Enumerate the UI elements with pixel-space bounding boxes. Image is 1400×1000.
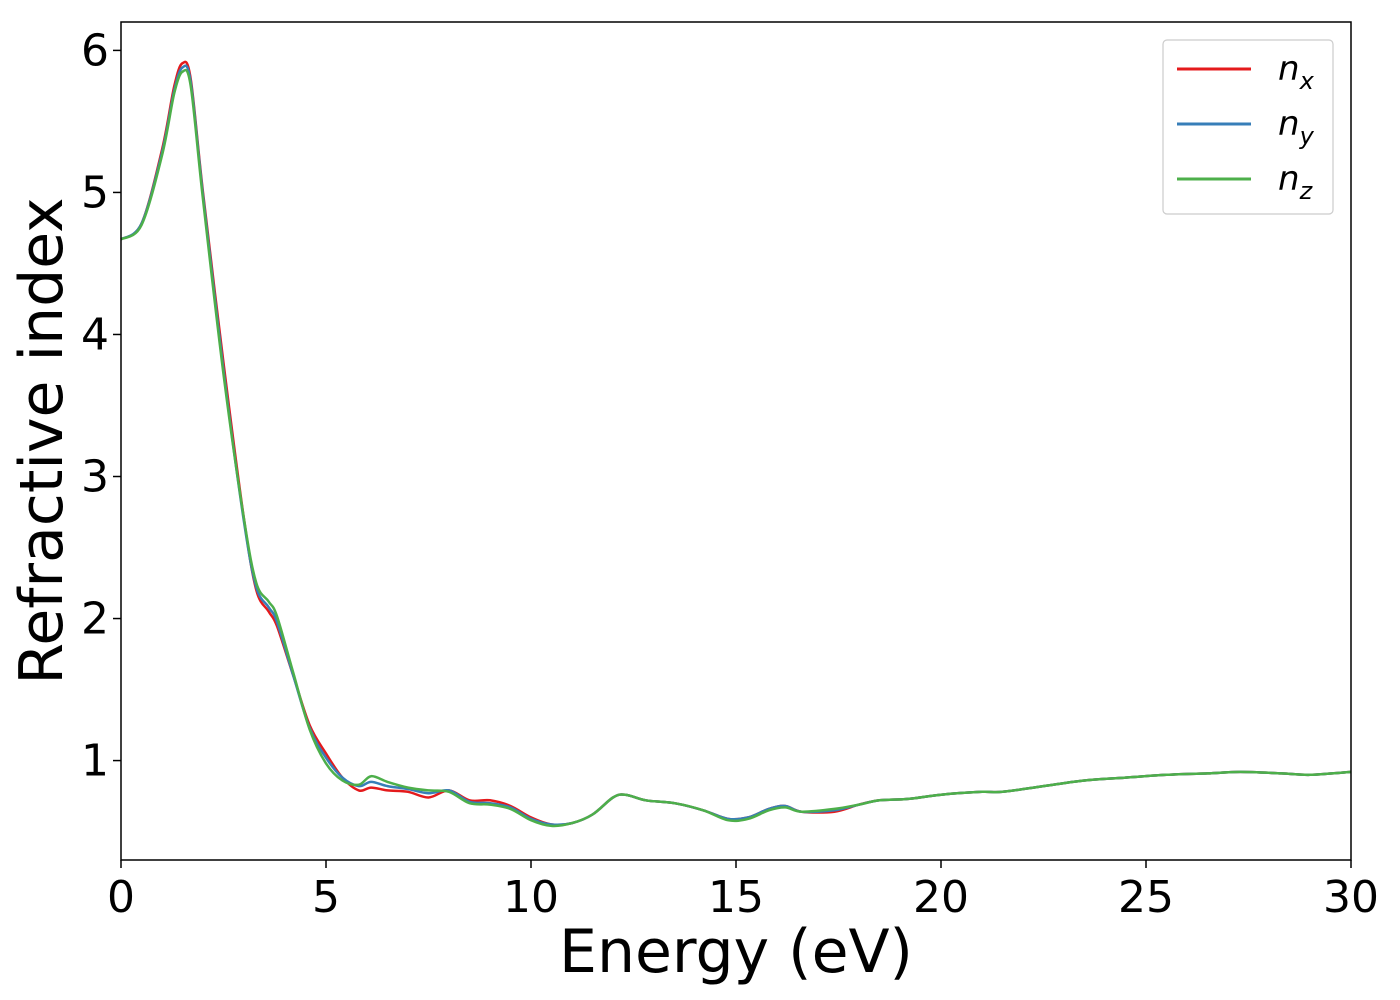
x-tick-label: 5 bbox=[312, 872, 340, 923]
y-axis: 1 2 3 4 5 6 bbox=[81, 25, 121, 787]
series-line-nz bbox=[120, 68, 1352, 828]
series-layer bbox=[120, 60, 1352, 828]
x-axis: 0 5 10 15 20 25 30 bbox=[107, 860, 1379, 923]
legend-label-base: n bbox=[1278, 104, 1300, 144]
legend-label-subscript: z bbox=[1299, 177, 1314, 205]
x-tick-label: 0 bbox=[107, 872, 135, 923]
x-tick-label: 10 bbox=[503, 872, 559, 923]
legend-label-base: n bbox=[1278, 49, 1300, 89]
x-tick-label: 30 bbox=[1323, 872, 1379, 923]
x-axis-title: Energy (eV) bbox=[559, 917, 913, 987]
y-axis-title: Refractive index bbox=[7, 197, 77, 684]
y-tick-label: 3 bbox=[81, 452, 109, 503]
y-tick-label: 4 bbox=[81, 309, 109, 360]
legend-label-base: n bbox=[1278, 159, 1300, 199]
legend-label-nx: nx bbox=[1278, 49, 1315, 95]
legend-label-ny: ny bbox=[1278, 104, 1315, 150]
y-tick-label: 5 bbox=[81, 167, 109, 218]
x-tick-label: 15 bbox=[708, 872, 764, 923]
x-tick-label: 20 bbox=[913, 872, 969, 923]
legend-label-subscript: y bbox=[1299, 122, 1315, 150]
x-tick-label: 25 bbox=[1118, 872, 1174, 923]
legend-box bbox=[1162, 39, 1334, 215]
plot-area bbox=[121, 22, 1351, 860]
y-tick-label: 1 bbox=[81, 736, 109, 787]
y-tick-label: 2 bbox=[81, 594, 109, 645]
legend-label-subscript: x bbox=[1299, 67, 1315, 95]
y-tick-label: 6 bbox=[81, 25, 109, 76]
legend-label-nz: nz bbox=[1278, 159, 1314, 205]
